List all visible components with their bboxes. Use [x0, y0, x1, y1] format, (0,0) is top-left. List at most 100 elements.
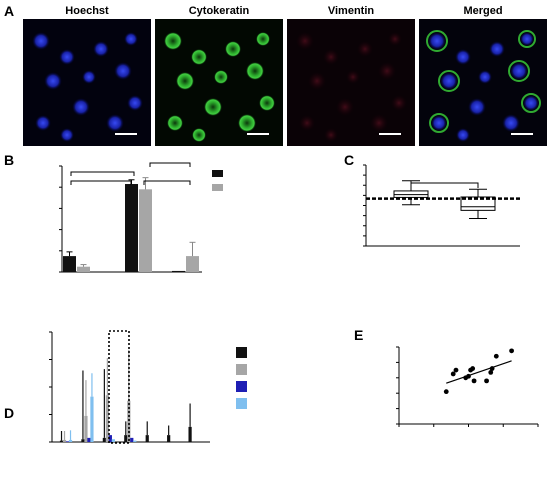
bar-vimentin-1: [125, 184, 138, 272]
cell: [370, 114, 388, 132]
bar-ck-outlet-2-2: [105, 395, 109, 442]
cell: [336, 98, 354, 116]
bar-ck-outlet-1-4: [145, 435, 149, 442]
cell: [323, 49, 339, 65]
cell-ring: [438, 70, 460, 92]
trend-line: [446, 360, 512, 384]
bar-ck-outlet-1-6: [188, 426, 192, 442]
cell-ring: [518, 30, 536, 48]
cell: [124, 32, 138, 46]
legend-swatch: [236, 398, 247, 409]
image-title-cytokeratin: Cytokeratin: [189, 5, 250, 17]
scatter-point: [489, 366, 495, 371]
cell: [296, 32, 314, 50]
scale-bar-merged: [511, 133, 533, 135]
cell: [204, 98, 222, 116]
cell: [238, 114, 256, 132]
cell: [308, 72, 326, 90]
panel-letter-b: B: [4, 152, 14, 168]
cell: [455, 49, 471, 65]
cell: [388, 32, 402, 46]
scatter-point: [443, 389, 449, 395]
cell: [440, 72, 458, 90]
cell: [523, 95, 539, 111]
cell: [324, 128, 338, 142]
significance-bracket: [149, 162, 191, 167]
scale-bar-cytokeratin: [247, 133, 269, 135]
image-title-hoechst: Hoechst: [65, 5, 109, 17]
bar-vim-outlet-1-3: [130, 437, 134, 442]
bar-ck-outlet-1-2: [102, 437, 106, 442]
cell: [214, 70, 228, 84]
scatter-point: [493, 353, 499, 359]
bar-vim-outlet-1-2: [108, 435, 112, 442]
cell: [468, 98, 486, 116]
scatter-point: [450, 371, 456, 377]
scatter-point: [466, 373, 471, 379]
scatter-point: [484, 378, 489, 384]
cell: [478, 70, 492, 84]
bar-vim-outlet-1-1: [87, 437, 91, 442]
cell: [456, 128, 470, 142]
cell: [391, 95, 407, 111]
cell: [259, 95, 275, 111]
bar-vim-outlet-1-0: [65, 441, 70, 442]
panel-letter-d: D: [4, 405, 14, 421]
legend-swatch: [212, 184, 223, 191]
cell: [246, 62, 264, 80]
bar-cytokeratin-1: [139, 189, 152, 272]
cell: [32, 32, 50, 50]
image-title-vimentin: Vimentin: [328, 5, 375, 17]
bar-cytokeratin-0: [77, 266, 90, 272]
bar-vim-outlet-2-3: [133, 440, 137, 442]
bar-ck-outlet-1-5: [167, 435, 171, 442]
cell-ring: [508, 60, 530, 82]
cell: [256, 32, 270, 46]
cell-ring: [426, 30, 448, 52]
cell: [225, 41, 241, 57]
bar-vim-outlet-2-2: [111, 439, 115, 442]
bar-ck-outlet-2-3: [127, 400, 131, 442]
legend-swatch: [212, 170, 223, 177]
cell: [431, 115, 447, 131]
cell: [489, 41, 505, 57]
bar-vim-outlet-2-0: [68, 439, 73, 442]
scatter-point: [471, 378, 477, 384]
significance-bracket: [70, 180, 132, 185]
cell: [510, 62, 528, 80]
panel-a-microscopy: Hoechst Cytokeratin Vimentin Merged: [23, 5, 547, 146]
legend-swatch: [236, 347, 247, 358]
panel-letter-c: C: [344, 152, 354, 168]
legend-swatch: [236, 381, 247, 392]
scatter-point: [488, 370, 494, 375]
legend-swatch: [236, 364, 247, 375]
cell: [428, 32, 446, 50]
bar-ck-outlet-1-3: [124, 435, 128, 442]
significance-bracket: [70, 171, 135, 176]
scatter-point: [470, 366, 476, 371]
cell: [520, 32, 534, 46]
cell: [60, 128, 74, 142]
scale-bar-vimentin: [379, 133, 401, 135]
significance-bracket: [410, 182, 479, 188]
scatter-point: [453, 367, 459, 373]
image-title-merged: Merged: [463, 5, 502, 17]
bar-ck-outlet-1-1: [81, 439, 85, 442]
cell: [127, 95, 143, 111]
cell: [106, 114, 124, 132]
cell: [191, 49, 207, 65]
bar-ck-outlet-2-1: [84, 415, 88, 442]
bar-vimentin-2: [172, 270, 185, 272]
bar-vimentin-0: [63, 256, 76, 272]
cell-ring: [521, 93, 541, 113]
cell: [176, 72, 194, 90]
cell: [357, 41, 373, 57]
cell: [378, 62, 396, 80]
cell: [502, 114, 520, 132]
cell: [114, 62, 132, 80]
bar-ck-outlet-1-0: [59, 440, 64, 442]
bar-ck-outlet-2-0: [62, 439, 67, 442]
cell: [299, 115, 315, 131]
cell: [164, 32, 182, 50]
